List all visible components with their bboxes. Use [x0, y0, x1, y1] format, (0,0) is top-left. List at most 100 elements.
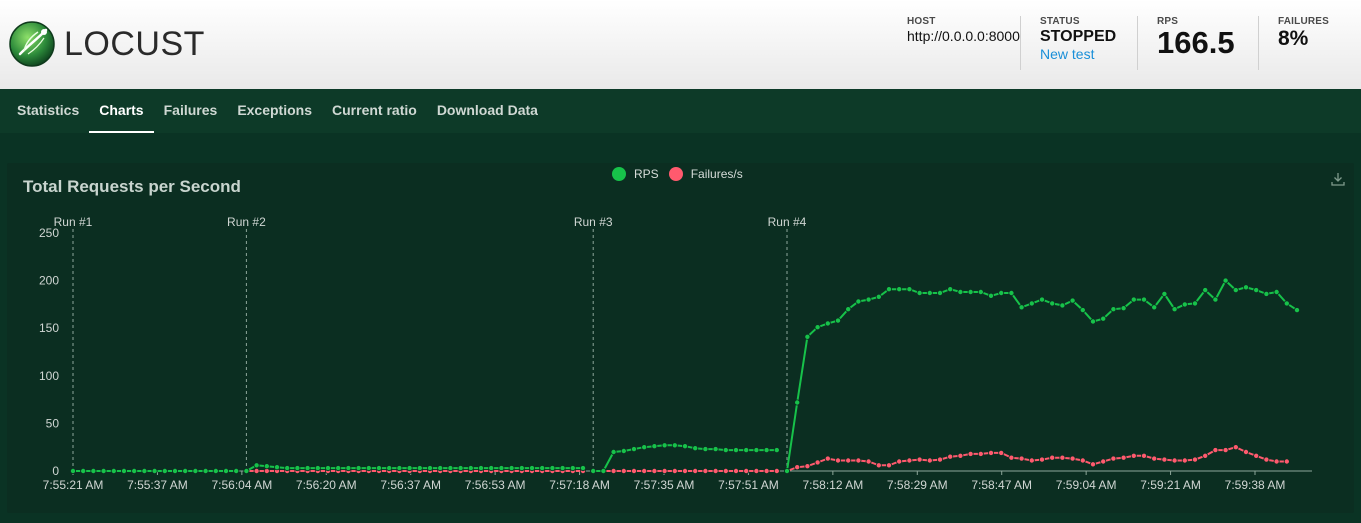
- data-point-failures: [1151, 455, 1158, 462]
- chart-title: Total Requests per Second: [23, 177, 241, 196]
- data-point-failures: [967, 450, 974, 457]
- data-point-failures: [886, 462, 893, 469]
- data-point-failures: [753, 467, 760, 474]
- data-point-failures: [1039, 456, 1046, 463]
- data-point-failures: [1283, 458, 1290, 465]
- data-point-rps: [804, 333, 811, 340]
- y-tick-label: 0: [52, 464, 59, 478]
- data-point-rps: [304, 465, 311, 472]
- data-point-rps: [386, 465, 393, 472]
- data-point-rps: [763, 447, 770, 454]
- data-point-rps: [1100, 315, 1107, 322]
- data-point-rps: [202, 467, 209, 474]
- data-point-rps: [722, 447, 729, 454]
- data-point-failures: [998, 449, 1005, 456]
- data-point-rps: [661, 442, 668, 449]
- data-point-rps: [1090, 318, 1097, 325]
- chart-panel: Total Requests per Second RPS Failures/s…: [7, 163, 1354, 513]
- data-point-rps: [1161, 290, 1168, 297]
- data-point-rps: [1039, 296, 1046, 303]
- locust-logo-icon: [9, 21, 55, 67]
- app-logo[interactable]: LOCUST: [8, 20, 205, 68]
- data-point-rps: [273, 464, 280, 471]
- failures-value: 8%: [1278, 27, 1309, 50]
- x-tick-label: 7:59:38 AM: [1225, 478, 1286, 492]
- x-tick-label: 7:59:21 AM: [1140, 478, 1201, 492]
- data-point-rps: [375, 465, 382, 472]
- data-point-rps: [886, 286, 893, 293]
- data-point-failures: [702, 467, 709, 474]
- data-point-rps: [1181, 301, 1188, 308]
- data-point-rps: [314, 465, 321, 472]
- data-point-rps: [682, 443, 689, 450]
- data-point-rps: [171, 467, 178, 474]
- data-point-failures: [1181, 457, 1188, 464]
- data-point-rps: [1232, 287, 1239, 294]
- tab-charts[interactable]: Charts: [89, 89, 154, 133]
- failures-stat: FAILURES 8%: [1258, 0, 1361, 89]
- data-point-rps: [222, 467, 229, 474]
- tab-statistics[interactable]: Statistics: [17, 102, 80, 118]
- data-point-failures: [1130, 452, 1137, 459]
- data-point-rps: [600, 467, 607, 474]
- legend-item-rps[interactable]: RPS: [612, 167, 659, 181]
- data-point-rps: [1008, 290, 1015, 297]
- data-point-failures: [916, 456, 923, 463]
- data-point-failures: [773, 467, 780, 474]
- data-point-rps: [1059, 302, 1066, 309]
- data-point-failures: [926, 457, 933, 464]
- data-point-rps: [671, 442, 678, 449]
- data-point-failures: [1059, 454, 1066, 461]
- data-point-rps: [1028, 300, 1035, 307]
- tab-current-ratio[interactable]: Current ratio: [332, 102, 417, 118]
- data-point-failures: [1171, 457, 1178, 464]
- data-point-rps: [1294, 307, 1301, 314]
- chart-legend: RPS Failures/s: [612, 167, 753, 181]
- data-point-failures: [1120, 454, 1127, 461]
- data-point-rps: [365, 465, 372, 472]
- tab-download-data[interactable]: Download Data: [436, 102, 538, 118]
- data-point-rps: [559, 465, 566, 472]
- tab-exceptions[interactable]: Exceptions: [237, 102, 313, 118]
- legend-rps-label: RPS: [634, 167, 659, 181]
- data-point-rps: [529, 465, 536, 472]
- data-point-rps: [784, 467, 791, 474]
- data-point-failures: [620, 467, 627, 474]
- data-point-rps: [967, 289, 974, 296]
- data-point-failures: [875, 462, 882, 469]
- data-point-rps: [539, 465, 546, 472]
- rps-stat: RPS 166.5: [1137, 0, 1258, 89]
- data-point-failures: [743, 467, 750, 474]
- data-point-rps: [1192, 300, 1199, 307]
- data-point-rps: [580, 465, 587, 472]
- data-point-failures: [957, 452, 964, 459]
- data-point-failures: [1018, 455, 1025, 462]
- data-point-rps: [1120, 305, 1127, 312]
- data-point-rps: [1212, 296, 1219, 303]
- tab-failures[interactable]: Failures: [163, 102, 218, 118]
- data-point-rps: [641, 444, 648, 451]
- data-point-rps: [1273, 289, 1280, 296]
- data-point-rps: [324, 465, 331, 472]
- top-header: LOCUST HOST http://0.0.0.0:8000 STATUS S…: [0, 0, 1361, 89]
- rps-value: 166.5: [1157, 25, 1235, 60]
- data-point-failures: [947, 453, 954, 460]
- data-point-rps: [1049, 300, 1056, 307]
- data-point-failures: [937, 456, 944, 463]
- x-tick-label: 7:57:18 AM: [549, 478, 610, 492]
- data-point-rps: [569, 465, 576, 472]
- host-label: HOST: [907, 16, 936, 27]
- series-line-rps: [786, 278, 1298, 472]
- data-point-rps: [396, 465, 403, 472]
- data-point-rps: [1243, 284, 1250, 291]
- y-tick-label: 150: [39, 321, 59, 335]
- data-point-rps: [814, 324, 821, 331]
- download-icon[interactable]: [1330, 171, 1346, 192]
- new-test-link[interactable]: New test: [1040, 46, 1095, 62]
- data-point-rps: [1079, 307, 1086, 314]
- data-point-rps: [447, 465, 454, 472]
- data-point-rps: [70, 467, 77, 474]
- legend-item-failures[interactable]: Failures/s: [668, 167, 743, 181]
- data-point-rps: [406, 465, 413, 472]
- data-point-failures: [845, 457, 852, 464]
